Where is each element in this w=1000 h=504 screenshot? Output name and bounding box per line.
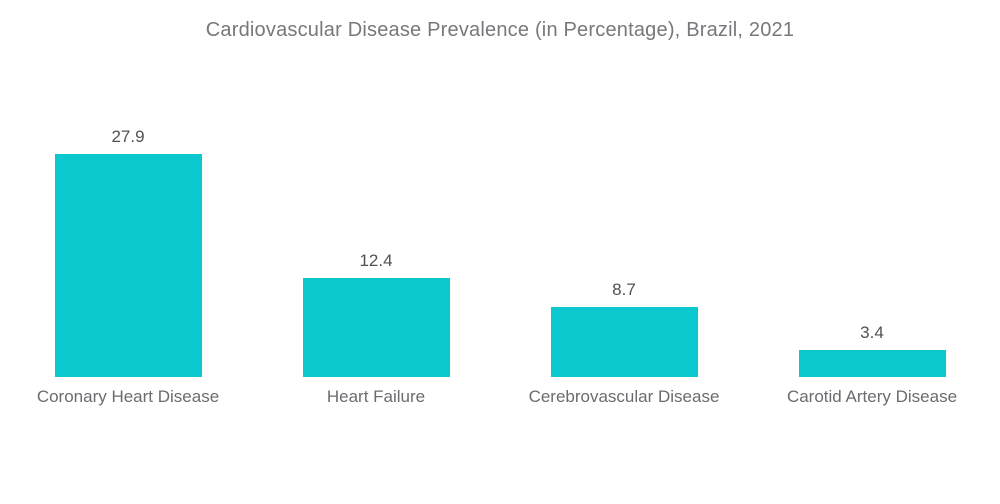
bar-coronary-heart-disease[interactable] [54,153,202,377]
bar-group: 3.4 [748,322,996,377]
bar-value-label: 8.7 [612,280,636,300]
bar-value-label: 27.9 [111,126,145,146]
bar-value-label: 3.4 [860,322,884,342]
category-axis: Coronary Heart Disease Heart Failure Cereb… [4,386,996,407]
bar-cerebrovascular-disease[interactable] [550,307,698,377]
plot-area: 27.9 12.4 8.7 3.4 [4,0,996,377]
bar-value-label: 12.4 [359,250,393,270]
bar-group: 27.9 [4,126,252,377]
bar-carotid-artery-disease[interactable] [798,349,946,377]
bar-heart-failure[interactable] [302,277,450,377]
category-label: Carotid Artery Disease [786,387,958,406]
chart-title: Cardiovascular Disease Prevalence (in Pe… [205,19,795,41]
category-label: Heart Failure [326,387,426,406]
bar-group: 12.4 [252,250,500,377]
bar-group: 8.7 [500,279,748,377]
category-label: Cerebrovascular Disease [528,387,720,406]
category-label: Coronary Heart Disease [36,387,220,406]
